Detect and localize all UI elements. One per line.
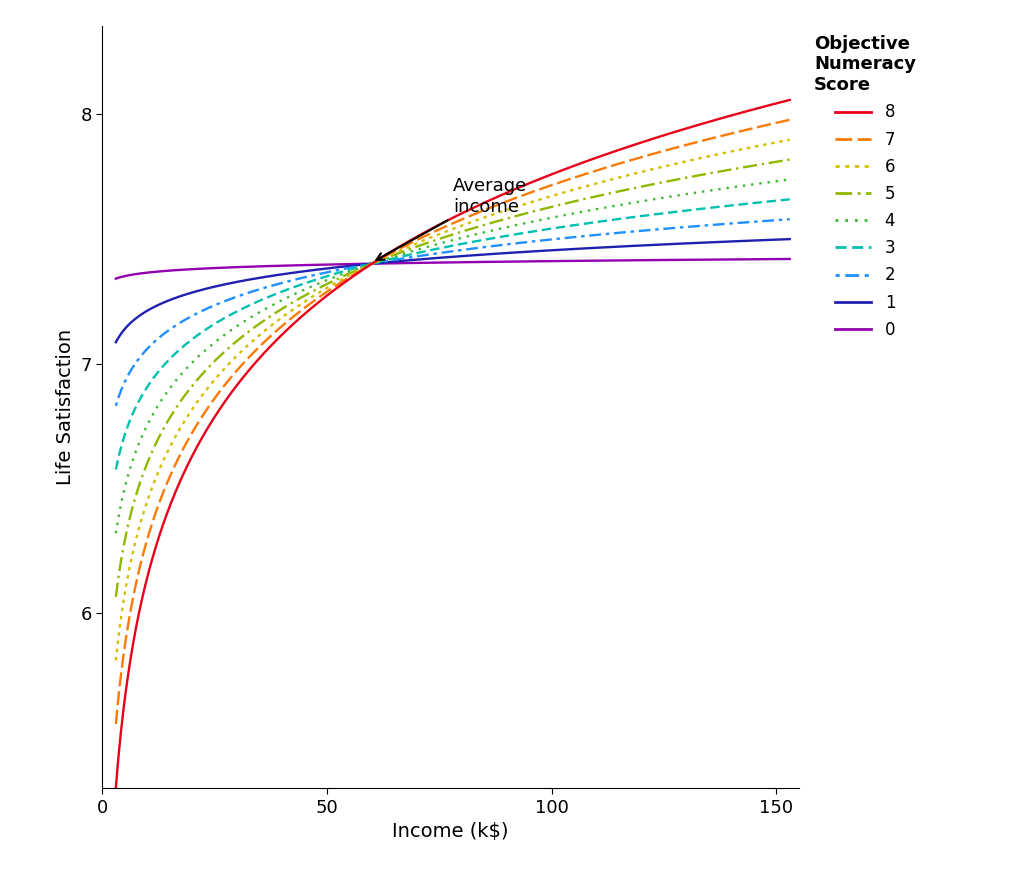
Y-axis label: Life Satisfaction: Life Satisfaction <box>56 329 75 485</box>
Text: Average
income: Average income <box>377 177 527 260</box>
X-axis label: Income (k$): Income (k$) <box>392 823 509 841</box>
Legend: 8, 7, 6, 5, 4, 3, 2, 1, 0: 8, 7, 6, 5, 4, 3, 2, 1, 0 <box>814 35 916 339</box>
